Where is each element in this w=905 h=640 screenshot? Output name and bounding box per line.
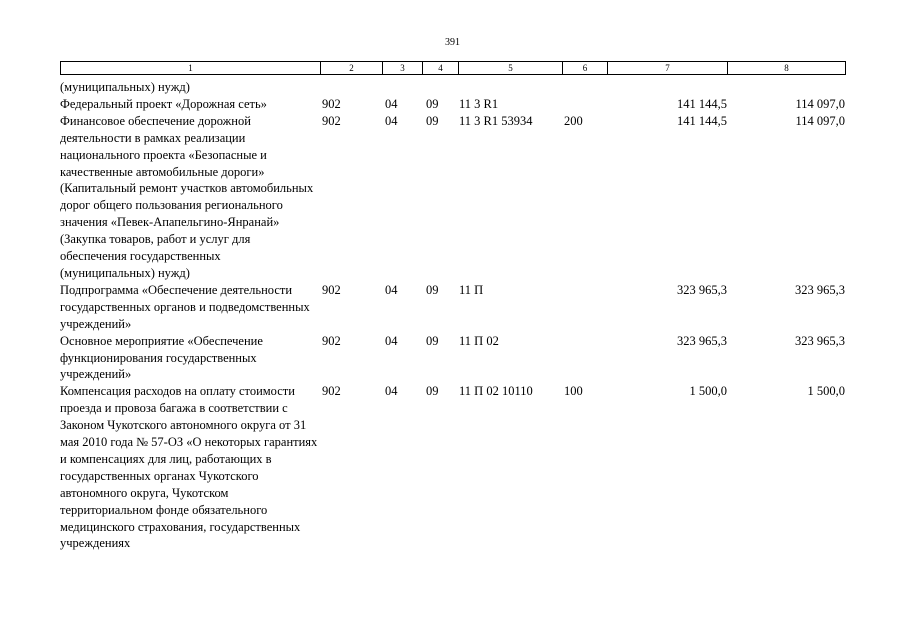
target-article-code: 11 П 02 10110 (459, 384, 533, 399)
admin-code: 902 (322, 113, 341, 128)
amount-col-8: 114 097,0 (795, 113, 845, 128)
row-name: Федеральный проект «Дорожная сеть» (60, 96, 267, 111)
section-code: 04 (385, 333, 398, 348)
amount-col-7: 141 144,5 (677, 113, 727, 128)
subsection-code: 09 (426, 96, 439, 111)
amount-col-8: 323 965,3 (795, 282, 845, 297)
column-number-7: 7 (607, 61, 728, 75)
section-code: 04 (385, 384, 398, 399)
table-row: Основное мероприятие «Обеспечение функци… (60, 333, 850, 384)
expense-type-code: 100 (564, 384, 583, 399)
column-number-8: 8 (727, 61, 846, 75)
expense-type-code: 200 (564, 113, 583, 128)
column-number-5: 5 (458, 61, 563, 75)
section-code: 04 (385, 282, 398, 297)
admin-code: 902 (322, 333, 341, 348)
column-number-6: 6 (562, 61, 608, 75)
amount-col-7: 1 500,0 (689, 384, 728, 399)
admin-code: 902 (322, 384, 341, 399)
target-article-code: 11 3 R1 (459, 96, 499, 111)
subsection-code: 09 (426, 282, 439, 297)
amount-col-7: 141 144,5 (677, 96, 727, 111)
table-row: Федеральный проект «Дорожная сеть» 902 0… (60, 96, 850, 113)
section-code: 04 (385, 96, 398, 111)
column-number-4: 4 (422, 61, 459, 75)
column-number-3: 3 (382, 61, 423, 75)
amount-col-7: 323 965,3 (677, 333, 727, 348)
target-article-code: 11 П (459, 282, 484, 297)
subsection-code: 09 (426, 113, 439, 128)
row-name: Подпрограмма «Обеспечение деятельности г… (60, 282, 310, 331)
column-number-row: 1 2 3 4 5 6 7 8 (60, 61, 846, 75)
subsection-code: 09 (426, 384, 439, 399)
table-row: Подпрограмма «Обеспечение деятельности г… (60, 282, 850, 333)
table-row: Компенсация расходов на оплату стоимости… (60, 383, 850, 552)
amount-col-8: 114 097,0 (795, 96, 845, 111)
target-article-code: 11 3 R1 53934 (459, 113, 533, 128)
column-header-table: 1 2 3 4 5 6 7 8 (60, 61, 846, 75)
target-article-code: 11 П 02 (459, 333, 499, 348)
row-name: Основное мероприятие «Обеспечение функци… (60, 333, 263, 382)
section-code: 04 (385, 113, 398, 128)
admin-code: 902 (322, 96, 341, 111)
admin-code: 902 (322, 282, 341, 297)
row-name: (муниципальных) нужд) (60, 80, 190, 94)
row-name: Компенсация расходов на оплату стоимости… (60, 384, 318, 551)
amount-col-8: 323 965,3 (795, 333, 845, 348)
column-number-2: 2 (320, 61, 383, 75)
column-number-1: 1 (60, 61, 321, 75)
table-row: (муниципальных) нужд) (60, 79, 850, 96)
row-name: Финансовое обеспечение дорожной деятельн… (60, 113, 314, 280)
subsection-code: 09 (426, 333, 439, 348)
amount-col-8: 1 500,0 (807, 384, 846, 399)
budget-table-body: (муниципальных) нужд) Федеральный проект… (60, 79, 850, 552)
amount-col-7: 323 965,3 (677, 282, 727, 297)
page-number: 391 (445, 37, 460, 48)
table-row: Финансовое обеспечение дорожной деятельн… (60, 113, 850, 282)
